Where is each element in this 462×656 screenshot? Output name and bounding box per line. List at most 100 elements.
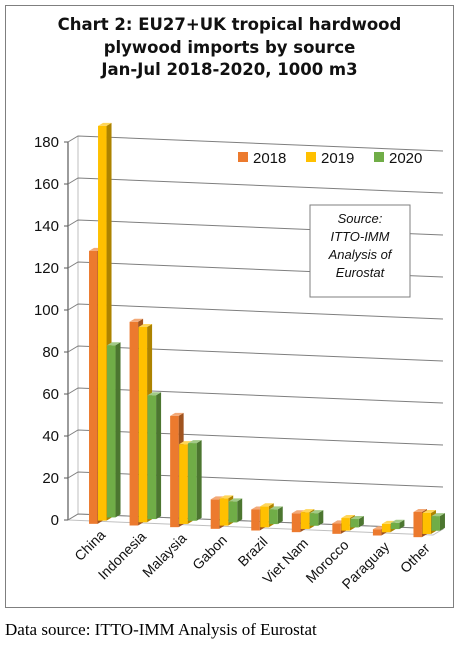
y-tick-label: 180: [34, 134, 59, 151]
bar-top-face: [309, 510, 324, 514]
bar-front-face: [107, 345, 116, 518]
source-annotation-line: Analysis of: [328, 247, 393, 262]
source-annotation-box: [309, 204, 411, 298]
bar-side-face: [399, 519, 405, 530]
bar-side-face: [439, 513, 445, 531]
y-tick-label: 160: [34, 176, 59, 193]
bar-side-face: [358, 516, 364, 528]
bar-top-face: [219, 495, 234, 499]
category-label-other: Other: [397, 540, 433, 576]
legend-swatch: [374, 152, 384, 162]
bar-top-face: [147, 392, 162, 396]
bar-side-face: [196, 440, 202, 521]
bar-top-face: [381, 520, 396, 524]
bar-front-face: [300, 512, 310, 529]
legend-label: 2019: [321, 150, 354, 167]
bar-front-face: [210, 499, 220, 529]
bar-side-face: [318, 510, 324, 526]
bar-front-face: [260, 506, 269, 528]
bar-top-face: [98, 122, 112, 126]
bar-top-face: [138, 324, 153, 327]
bar-brazil-2020: [269, 506, 283, 525]
data-source-note: Data source: ITTO-IMM Analysis of Eurost…: [5, 620, 317, 639]
bar-top-face: [422, 509, 436, 513]
bar-front-face: [147, 395, 157, 520]
bar-top-face: [390, 519, 405, 523]
bar-top-face: [210, 496, 225, 500]
bar-top-face: [413, 508, 427, 512]
bar-front-face: [372, 529, 382, 536]
bar-top-face: [291, 510, 306, 514]
bar-front-face: [138, 327, 148, 523]
gridline-60: [67, 387, 444, 404]
bar-front-face: [170, 415, 179, 528]
source-annotation-line: Eurostat: [336, 265, 386, 280]
bar-top-face: [107, 342, 121, 346]
bar-top-face: [170, 412, 184, 416]
bar-top-face: [300, 509, 315, 513]
bar-top-face: [341, 515, 355, 519]
legend-item-2020: 2020: [374, 150, 422, 167]
legend-item-2019: 2019: [306, 150, 354, 167]
bar-front-face: [179, 444, 188, 524]
gridline-180: [67, 135, 444, 152]
bar-top-face: [129, 318, 144, 322]
bar-front-face: [431, 516, 440, 531]
bar-front-face: [350, 519, 359, 528]
y-tick-label: 0: [51, 512, 59, 529]
bar-side-face: [237, 498, 243, 523]
y-tick-label: 100: [34, 302, 59, 319]
bar-front-face: [269, 509, 278, 525]
bar-top-face: [188, 440, 202, 444]
y-tick-label: 140: [34, 218, 59, 235]
y-tick-label: 20: [42, 470, 59, 487]
source-annotation-line: ITTO-IMM: [331, 229, 390, 244]
y-tick-label: 60: [42, 386, 59, 403]
bar-front-face: [188, 443, 197, 521]
category-label-gabon: Gabon: [189, 532, 230, 573]
legend-label: 2018: [253, 150, 286, 167]
bar-top-face: [179, 441, 193, 445]
bar-front-face: [228, 501, 238, 523]
bar-front-face: [332, 523, 341, 534]
bar-front-face: [291, 513, 301, 533]
bar-front-face: [390, 522, 400, 530]
bar-side-face: [277, 506, 283, 525]
bar-front-face: [309, 513, 319, 526]
legend-label: 2020: [389, 150, 422, 167]
category-label-china: China: [71, 527, 108, 564]
legend-swatch: [238, 152, 248, 162]
bar-top-face: [431, 513, 445, 517]
y-tick-label: 80: [42, 344, 59, 361]
gridline-20: [67, 471, 444, 488]
chart-title-line-3: Jan-Jul 2018-2020, 1000 m3: [101, 60, 358, 79]
bar-viet-nam-2020: [309, 510, 324, 526]
y-tick-label: 120: [34, 260, 59, 277]
bar-indonesia-2020: [147, 392, 162, 520]
gridline-40: [67, 429, 444, 446]
bar-side-face: [156, 392, 162, 520]
bar-side-face: [115, 342, 121, 518]
bar-front-face: [413, 511, 422, 538]
chart-title-line-1: Chart 2: EU27+UK tropical hardwood: [57, 15, 402, 34]
chart-title: Chart 2: EU27+UK tropical hardwood plywo…: [5, 14, 454, 82]
bar-front-face: [89, 250, 98, 524]
bar-top-face: [228, 498, 243, 502]
bar-top-face: [350, 516, 364, 520]
bar-front-face: [219, 498, 229, 526]
legend-item-2018: 2018: [238, 150, 286, 167]
bar-paraguay-2020: [390, 519, 405, 530]
y-tick-label: 40: [42, 428, 59, 445]
bar-front-face: [129, 321, 139, 526]
gridline-100: [67, 303, 444, 320]
bar-top-face: [260, 503, 274, 507]
bar-morocco-2020: [350, 516, 364, 528]
gridline-160: [67, 177, 444, 194]
category-label-brazil: Brazil: [235, 533, 271, 569]
bar-gabon-2020: [228, 498, 243, 523]
bar-top-face: [269, 506, 283, 510]
bar-front-face: [422, 512, 431, 534]
chart-title-line-2: plywood imports by source: [103, 37, 356, 57]
bar-front-face: [251, 509, 260, 531]
source-annotation-line: Source:: [338, 211, 383, 226]
